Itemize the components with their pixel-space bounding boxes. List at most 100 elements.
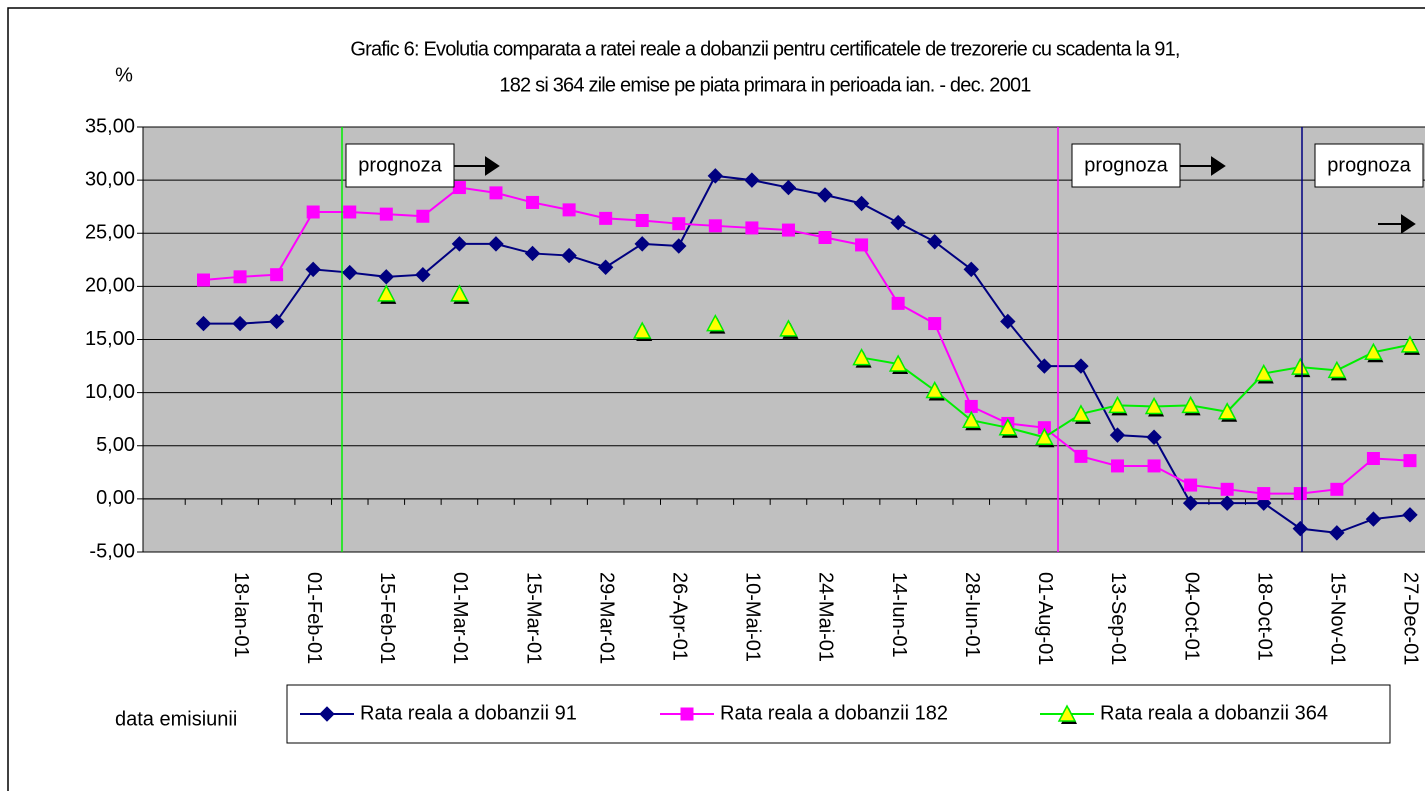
marker bbox=[1184, 478, 1198, 492]
marker bbox=[818, 231, 832, 244]
marker bbox=[1403, 454, 1417, 468]
x-tick-label: 24-Mai-01 bbox=[815, 572, 837, 662]
marker bbox=[964, 399, 978, 413]
annotation-box bbox=[1314, 143, 1424, 188]
marker bbox=[780, 179, 797, 196]
marker bbox=[378, 269, 395, 285]
marker bbox=[891, 296, 905, 310]
annotation-box bbox=[345, 143, 455, 188]
marker bbox=[672, 217, 686, 231]
marker bbox=[306, 205, 320, 219]
marker bbox=[928, 317, 942, 331]
marker bbox=[781, 223, 795, 237]
marker bbox=[632, 321, 652, 339]
marker bbox=[342, 264, 358, 281]
marker bbox=[1291, 357, 1310, 375]
marker bbox=[998, 418, 1018, 436]
marker bbox=[450, 284, 469, 302]
marker bbox=[1111, 459, 1124, 473]
marker bbox=[1217, 402, 1237, 420]
annotation: prognoza bbox=[1084, 154, 1168, 176]
marker bbox=[305, 261, 321, 278]
marker bbox=[599, 211, 613, 225]
marker bbox=[1257, 487, 1271, 501]
y-axis-label: % bbox=[115, 64, 133, 86]
legend-label: Rata reala a dobanzii 91 bbox=[360, 702, 577, 724]
marker bbox=[1144, 396, 1164, 415]
marker bbox=[197, 273, 210, 287]
x-tick-label: 01-Aug-01 bbox=[1034, 572, 1056, 665]
y-tick-label: 5,00 bbox=[96, 434, 135, 456]
marker bbox=[195, 315, 212, 332]
marker bbox=[1364, 342, 1383, 360]
marker bbox=[561, 247, 577, 264]
annotation-box bbox=[1071, 143, 1181, 188]
marker bbox=[680, 707, 694, 721]
y-tick-label: 30,00 bbox=[85, 168, 135, 190]
marker bbox=[268, 313, 285, 330]
x-tick-label: 27-Dec-01 bbox=[1400, 572, 1422, 665]
legend: Rata reala a dobanzii 91 Rata reala a dob… bbox=[300, 702, 1328, 724]
marker bbox=[343, 205, 357, 219]
annotations: prognoza prognoza prognoza bbox=[341, 127, 1424, 552]
plot-area: 35,00 30,00 25,00 20,00 15,00 10,00 5,00 0,00 -5… bbox=[85, 115, 1425, 665]
marker bbox=[890, 214, 906, 231]
arrow bbox=[454, 156, 500, 176]
x-tick-label: 01-Feb-01 bbox=[303, 572, 325, 664]
marker bbox=[1293, 487, 1307, 501]
marker bbox=[888, 354, 908, 372]
x-tick-label: 15-Nov-01 bbox=[1327, 572, 1349, 665]
marker bbox=[526, 195, 540, 209]
marker bbox=[451, 236, 468, 252]
x-tick-label: 15-Mar-01 bbox=[522, 572, 544, 664]
marker bbox=[635, 214, 649, 227]
marker bbox=[1181, 395, 1200, 414]
marker bbox=[597, 259, 614, 275]
marker bbox=[1402, 507, 1418, 523]
marker bbox=[1074, 449, 1088, 463]
marker bbox=[855, 238, 869, 252]
legend-box bbox=[286, 684, 1391, 744]
marker bbox=[319, 706, 335, 722]
marker bbox=[1365, 511, 1382, 527]
marker bbox=[1057, 704, 1077, 722]
marker bbox=[1182, 495, 1199, 511]
marker bbox=[962, 410, 981, 428]
marker bbox=[488, 236, 504, 252]
marker bbox=[233, 270, 247, 284]
marker bbox=[452, 181, 466, 195]
marker bbox=[415, 266, 431, 283]
legend-label: Rata reala a dobanzii 364 bbox=[1100, 702, 1328, 724]
marker bbox=[1146, 429, 1162, 445]
x-tick-label: 18-Ian-01 bbox=[230, 572, 252, 658]
marker bbox=[745, 221, 759, 235]
marker bbox=[1327, 360, 1347, 379]
marker bbox=[232, 315, 248, 332]
marker bbox=[1000, 313, 1016, 330]
y-tick-label: 10,00 bbox=[85, 381, 135, 403]
marker bbox=[671, 238, 687, 254]
x-axis-label: data emisiunii bbox=[115, 708, 237, 730]
x-tick-label: 18-Oct-01 bbox=[1253, 572, 1275, 661]
marker bbox=[708, 219, 722, 233]
chart-title: Grafic 6: Evolutia comparata a ratei rea… bbox=[350, 38, 1179, 60]
marker bbox=[1330, 482, 1344, 496]
marker bbox=[1071, 404, 1091, 422]
y-tick-label: 20,00 bbox=[85, 275, 135, 297]
y-tick-label: -5,00 bbox=[89, 540, 135, 562]
marker bbox=[963, 261, 979, 278]
arrow bbox=[1180, 156, 1226, 176]
marker bbox=[706, 313, 725, 332]
series-line bbox=[203, 186, 1411, 495]
marker bbox=[817, 187, 833, 203]
marker bbox=[1147, 459, 1161, 473]
marker bbox=[416, 209, 430, 223]
marker bbox=[853, 195, 870, 212]
series-line bbox=[861, 343, 1411, 439]
x-tick-label: 04-Oct-01 bbox=[1180, 572, 1202, 661]
x-tick-label: 29-Mar-01 bbox=[595, 572, 617, 664]
marker bbox=[1219, 495, 1235, 511]
x-tick-label: 14-Iun-01 bbox=[888, 572, 910, 658]
marker bbox=[379, 207, 393, 221]
